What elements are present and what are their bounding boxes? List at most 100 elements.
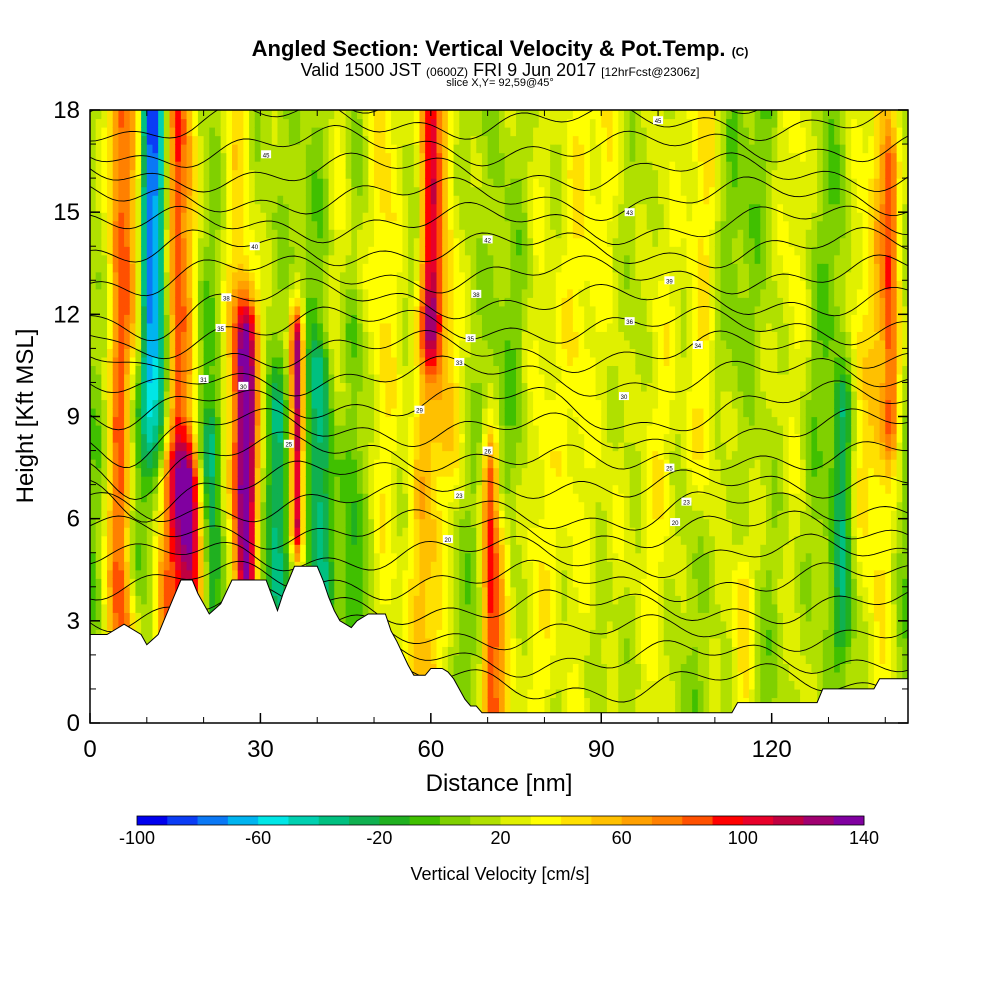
field-cell <box>374 254 381 264</box>
field-cell <box>95 603 102 613</box>
field-cell <box>430 493 438 503</box>
field-cell <box>175 561 182 571</box>
field-cell <box>300 416 307 426</box>
field-cell <box>408 535 415 545</box>
field-cell <box>311 220 318 230</box>
field-cell <box>408 135 415 145</box>
field-cell <box>464 459 472 469</box>
field-cell <box>118 314 125 324</box>
field-cell <box>300 127 307 137</box>
field-cell <box>419 365 426 375</box>
field-cell <box>158 144 165 154</box>
field-cell <box>470 135 477 145</box>
field-cell <box>459 118 466 128</box>
field-cell <box>237 280 244 290</box>
field-cell <box>305 178 313 188</box>
field-cell <box>419 110 426 120</box>
field-cell <box>368 135 375 145</box>
field-cell <box>277 561 284 571</box>
field-cell <box>368 544 375 554</box>
field-cell <box>464 305 472 315</box>
field-cell <box>453 646 460 656</box>
field-cell <box>141 552 148 562</box>
field-cell <box>402 254 409 264</box>
field-cell <box>379 212 386 222</box>
field-cell <box>459 271 466 281</box>
field-cell <box>107 433 114 443</box>
field-cell <box>351 390 358 401</box>
field-cell <box>476 637 483 647</box>
field-cell <box>260 407 267 418</box>
field-cell <box>95 612 102 622</box>
field-cell <box>442 356 449 367</box>
field-cell <box>385 484 392 494</box>
field-cell <box>288 220 296 230</box>
field-cell <box>328 586 335 596</box>
field-cell <box>368 254 375 264</box>
field-cell <box>356 459 364 469</box>
field-cell <box>118 586 125 596</box>
field-cell <box>214 135 222 145</box>
field-cell <box>192 578 199 588</box>
field-cell <box>464 425 472 435</box>
field-cell <box>305 365 313 375</box>
field-cell <box>95 152 102 162</box>
field-cell <box>266 476 273 486</box>
field-cell <box>447 305 455 315</box>
field-cell <box>203 144 210 154</box>
field-cell <box>283 467 290 477</box>
field-cell <box>356 399 364 409</box>
field-cell <box>226 280 233 290</box>
field-cell <box>135 459 142 469</box>
field-cell <box>356 135 364 145</box>
field-cell <box>453 407 460 418</box>
field-cell <box>402 535 409 545</box>
field-cell <box>277 305 284 315</box>
field-cell <box>385 467 392 477</box>
field-cell <box>419 246 426 256</box>
field-cell <box>402 586 409 596</box>
field-cell <box>351 186 358 196</box>
field-cell <box>107 561 114 571</box>
field-cell <box>294 118 301 128</box>
field-cell <box>237 535 244 545</box>
field-cell <box>101 212 108 222</box>
field-cell <box>328 161 335 171</box>
field-cell <box>317 322 324 332</box>
field-cell <box>317 203 324 213</box>
field-cell <box>237 569 244 579</box>
field-cell <box>214 118 222 128</box>
field-cell <box>226 203 233 213</box>
field-cell <box>135 229 142 239</box>
field-cell <box>481 569 489 579</box>
field-cell <box>112 433 119 443</box>
field-cell <box>317 493 324 503</box>
field-cell <box>425 118 432 128</box>
field-cell <box>459 348 466 358</box>
field-cell <box>152 280 159 290</box>
field-cell <box>385 442 392 452</box>
field-cell <box>425 203 432 213</box>
field-cell <box>413 544 421 554</box>
field-cell <box>141 127 148 137</box>
field-cell <box>402 212 409 222</box>
field-cell <box>158 271 165 281</box>
field-cell <box>345 501 352 511</box>
field-cell <box>402 118 409 128</box>
field-cell <box>118 186 125 196</box>
field-cell <box>476 433 483 443</box>
field-cell <box>192 254 199 264</box>
field-cell <box>419 254 426 264</box>
field-cell <box>237 348 244 358</box>
field-cell <box>192 544 199 554</box>
field-cell <box>277 467 284 477</box>
field-cell <box>391 356 398 367</box>
field-cell <box>226 297 233 307</box>
field-cell <box>226 484 233 494</box>
field-cell <box>271 254 279 264</box>
field-cell <box>129 620 137 630</box>
field-cell <box>163 135 171 145</box>
field-cell <box>232 382 239 392</box>
field-cell <box>311 493 318 503</box>
field-cell <box>464 586 472 596</box>
